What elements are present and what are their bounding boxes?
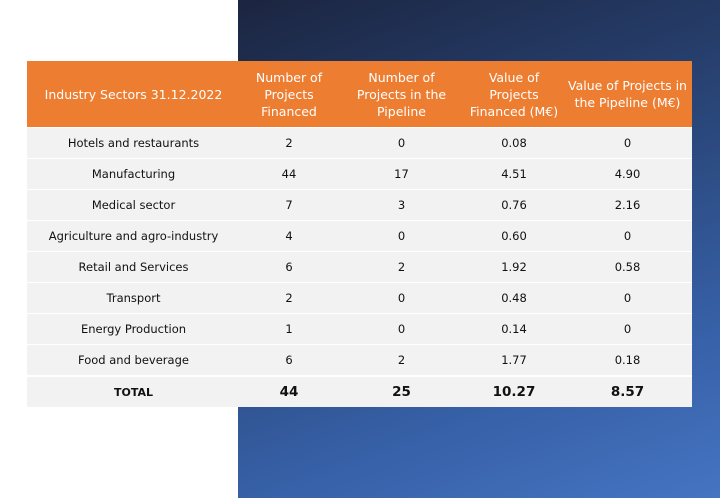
value-cell: 0: [563, 313, 692, 345]
value-cell: 4.90: [563, 158, 692, 190]
sector-cell: Hotels and restaurants: [27, 127, 240, 159]
value-cell: 2: [240, 282, 338, 314]
value-cell: 2: [338, 251, 465, 283]
value-cell: 4: [240, 220, 338, 252]
total-value: 25: [338, 375, 465, 407]
table-row: Transport 2 0 0.48 0: [27, 282, 692, 314]
value-cell: 7: [240, 189, 338, 221]
table-row: Medical sector 7 3 0.76 2.16: [27, 189, 692, 221]
value-cell: 0.18: [563, 344, 692, 376]
value-cell: 17: [338, 158, 465, 190]
total-row: TOTAL 44 25 10.27 8.57: [27, 375, 692, 407]
table-row: Agriculture and agro-industry 4 0 0.60 0: [27, 220, 692, 252]
total-value: 8.57: [563, 375, 692, 407]
sector-cell: Agriculture and agro-industry: [27, 220, 240, 252]
value-cell: 0.14: [465, 313, 563, 345]
sector-cell: Medical sector: [27, 189, 240, 221]
value-cell: 2: [338, 344, 465, 376]
table-row: Food and beverage 6 2 1.77 0.18: [27, 344, 692, 376]
value-cell: 0.48: [465, 282, 563, 314]
table-row: Retail and Services 6 2 1.92 0.58: [27, 251, 692, 283]
value-cell: 6: [240, 251, 338, 283]
header-cell: Number of Projects Financed: [240, 61, 338, 128]
value-cell: 2: [240, 127, 338, 159]
value-cell: 0: [563, 127, 692, 159]
sector-cell: Manufacturing: [27, 158, 240, 190]
total-label: TOTAL: [27, 375, 240, 407]
table-row: Manufacturing 44 17 4.51 4.90: [27, 158, 692, 190]
header-cell: Value of Projects Financed (M€): [465, 61, 563, 128]
header-row: Industry Sectors 31.12.2022 Number of Pro…: [27, 61, 692, 128]
value-cell: 0: [338, 282, 465, 314]
value-cell: 6: [240, 344, 338, 376]
value-cell: 0: [563, 282, 692, 314]
value-cell: 0: [338, 127, 465, 159]
value-cell: 2.16: [563, 189, 692, 221]
header-cell: Number of Projects in the Pipeline: [338, 61, 465, 128]
value-cell: 0: [338, 313, 465, 345]
value-cell: 1.77: [465, 344, 563, 376]
value-cell: 3: [338, 189, 465, 221]
header-cell: Industry Sectors 31.12.2022: [27, 61, 240, 128]
table-row: Energy Production 1 0 0.14 0: [27, 313, 692, 345]
header-cell: Value of Projects in the Pipeline (M€): [563, 61, 692, 128]
value-cell: 0: [563, 220, 692, 252]
sector-cell: Transport: [27, 282, 240, 314]
value-cell: 1: [240, 313, 338, 345]
value-cell: 0: [338, 220, 465, 252]
value-cell: 0.58: [563, 251, 692, 283]
total-value: 10.27: [465, 375, 563, 407]
sector-cell: Energy Production: [27, 313, 240, 345]
value-cell: 0.08: [465, 127, 563, 159]
value-cell: 0.60: [465, 220, 563, 252]
value-cell: 1.92: [465, 251, 563, 283]
table-row: Hotels and restaurants 2 0 0.08 0: [27, 127, 692, 159]
value-cell: 0.76: [465, 189, 563, 221]
value-cell: 44: [240, 158, 338, 190]
sector-table: Industry Sectors 31.12.2022 Number of Pro…: [27, 61, 692, 407]
sector-cell: Food and beverage: [27, 344, 240, 376]
total-value: 44: [240, 375, 338, 407]
sector-cell: Retail and Services: [27, 251, 240, 283]
value-cell: 4.51: [465, 158, 563, 190]
